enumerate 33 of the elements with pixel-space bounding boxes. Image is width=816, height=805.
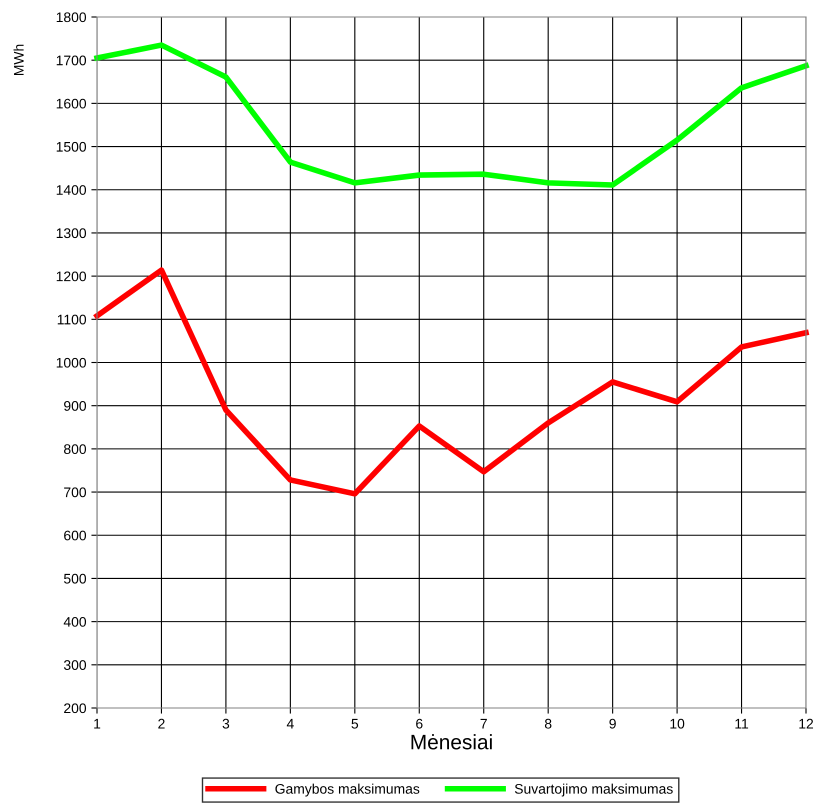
y-tick-label: 300	[64, 660, 86, 670]
x-tick-label: 11	[735, 718, 748, 728]
y-tick-label: 900	[64, 401, 86, 411]
y-tick-label: 1600	[56, 98, 86, 109]
x-axis-title: Mėnesiai	[412, 734, 492, 750]
x-tick-label: 7	[480, 718, 487, 728]
y-tick-label: 400	[64, 616, 86, 627]
y-tick-label: 200	[64, 703, 86, 714]
y-tick-label: 1100	[58, 314, 86, 324]
y-tick-label: 1300	[56, 228, 86, 238]
x-tick-label: 8	[544, 718, 552, 729]
x-tick-label: 2	[158, 718, 165, 728]
x-tick-label: 9	[609, 718, 616, 729]
y-tick-label: 800	[64, 444, 86, 454]
y-tick-label: 600	[64, 530, 86, 540]
x-tick-label: 4	[286, 718, 294, 728]
y-tick-label: 1000	[56, 358, 86, 368]
x-tick-label: 5	[352, 718, 358, 729]
x-tick-label: 10	[670, 718, 684, 729]
y-tick-label: 500	[64, 574, 86, 584]
y-axis-title: MWh	[14, 44, 24, 76]
y-tick-label: 1200	[56, 271, 86, 282]
legend-label: Gamybos maksimumas	[275, 784, 420, 797]
legend-label: Suvartojimo maksimumas	[514, 784, 673, 797]
x-tick-label: 1	[94, 718, 100, 728]
x-tick-label: 6	[416, 718, 423, 729]
y-tick-label: 1400	[56, 185, 86, 195]
x-tick-label: 12	[799, 718, 814, 728]
x-tick-label: 3	[222, 718, 230, 729]
y-tick-label: 1500	[56, 142, 86, 152]
y-tick-label: 700	[64, 487, 86, 498]
y-tick-label: 1700	[56, 56, 86, 66]
y-tick-label: 1800	[56, 12, 86, 22]
